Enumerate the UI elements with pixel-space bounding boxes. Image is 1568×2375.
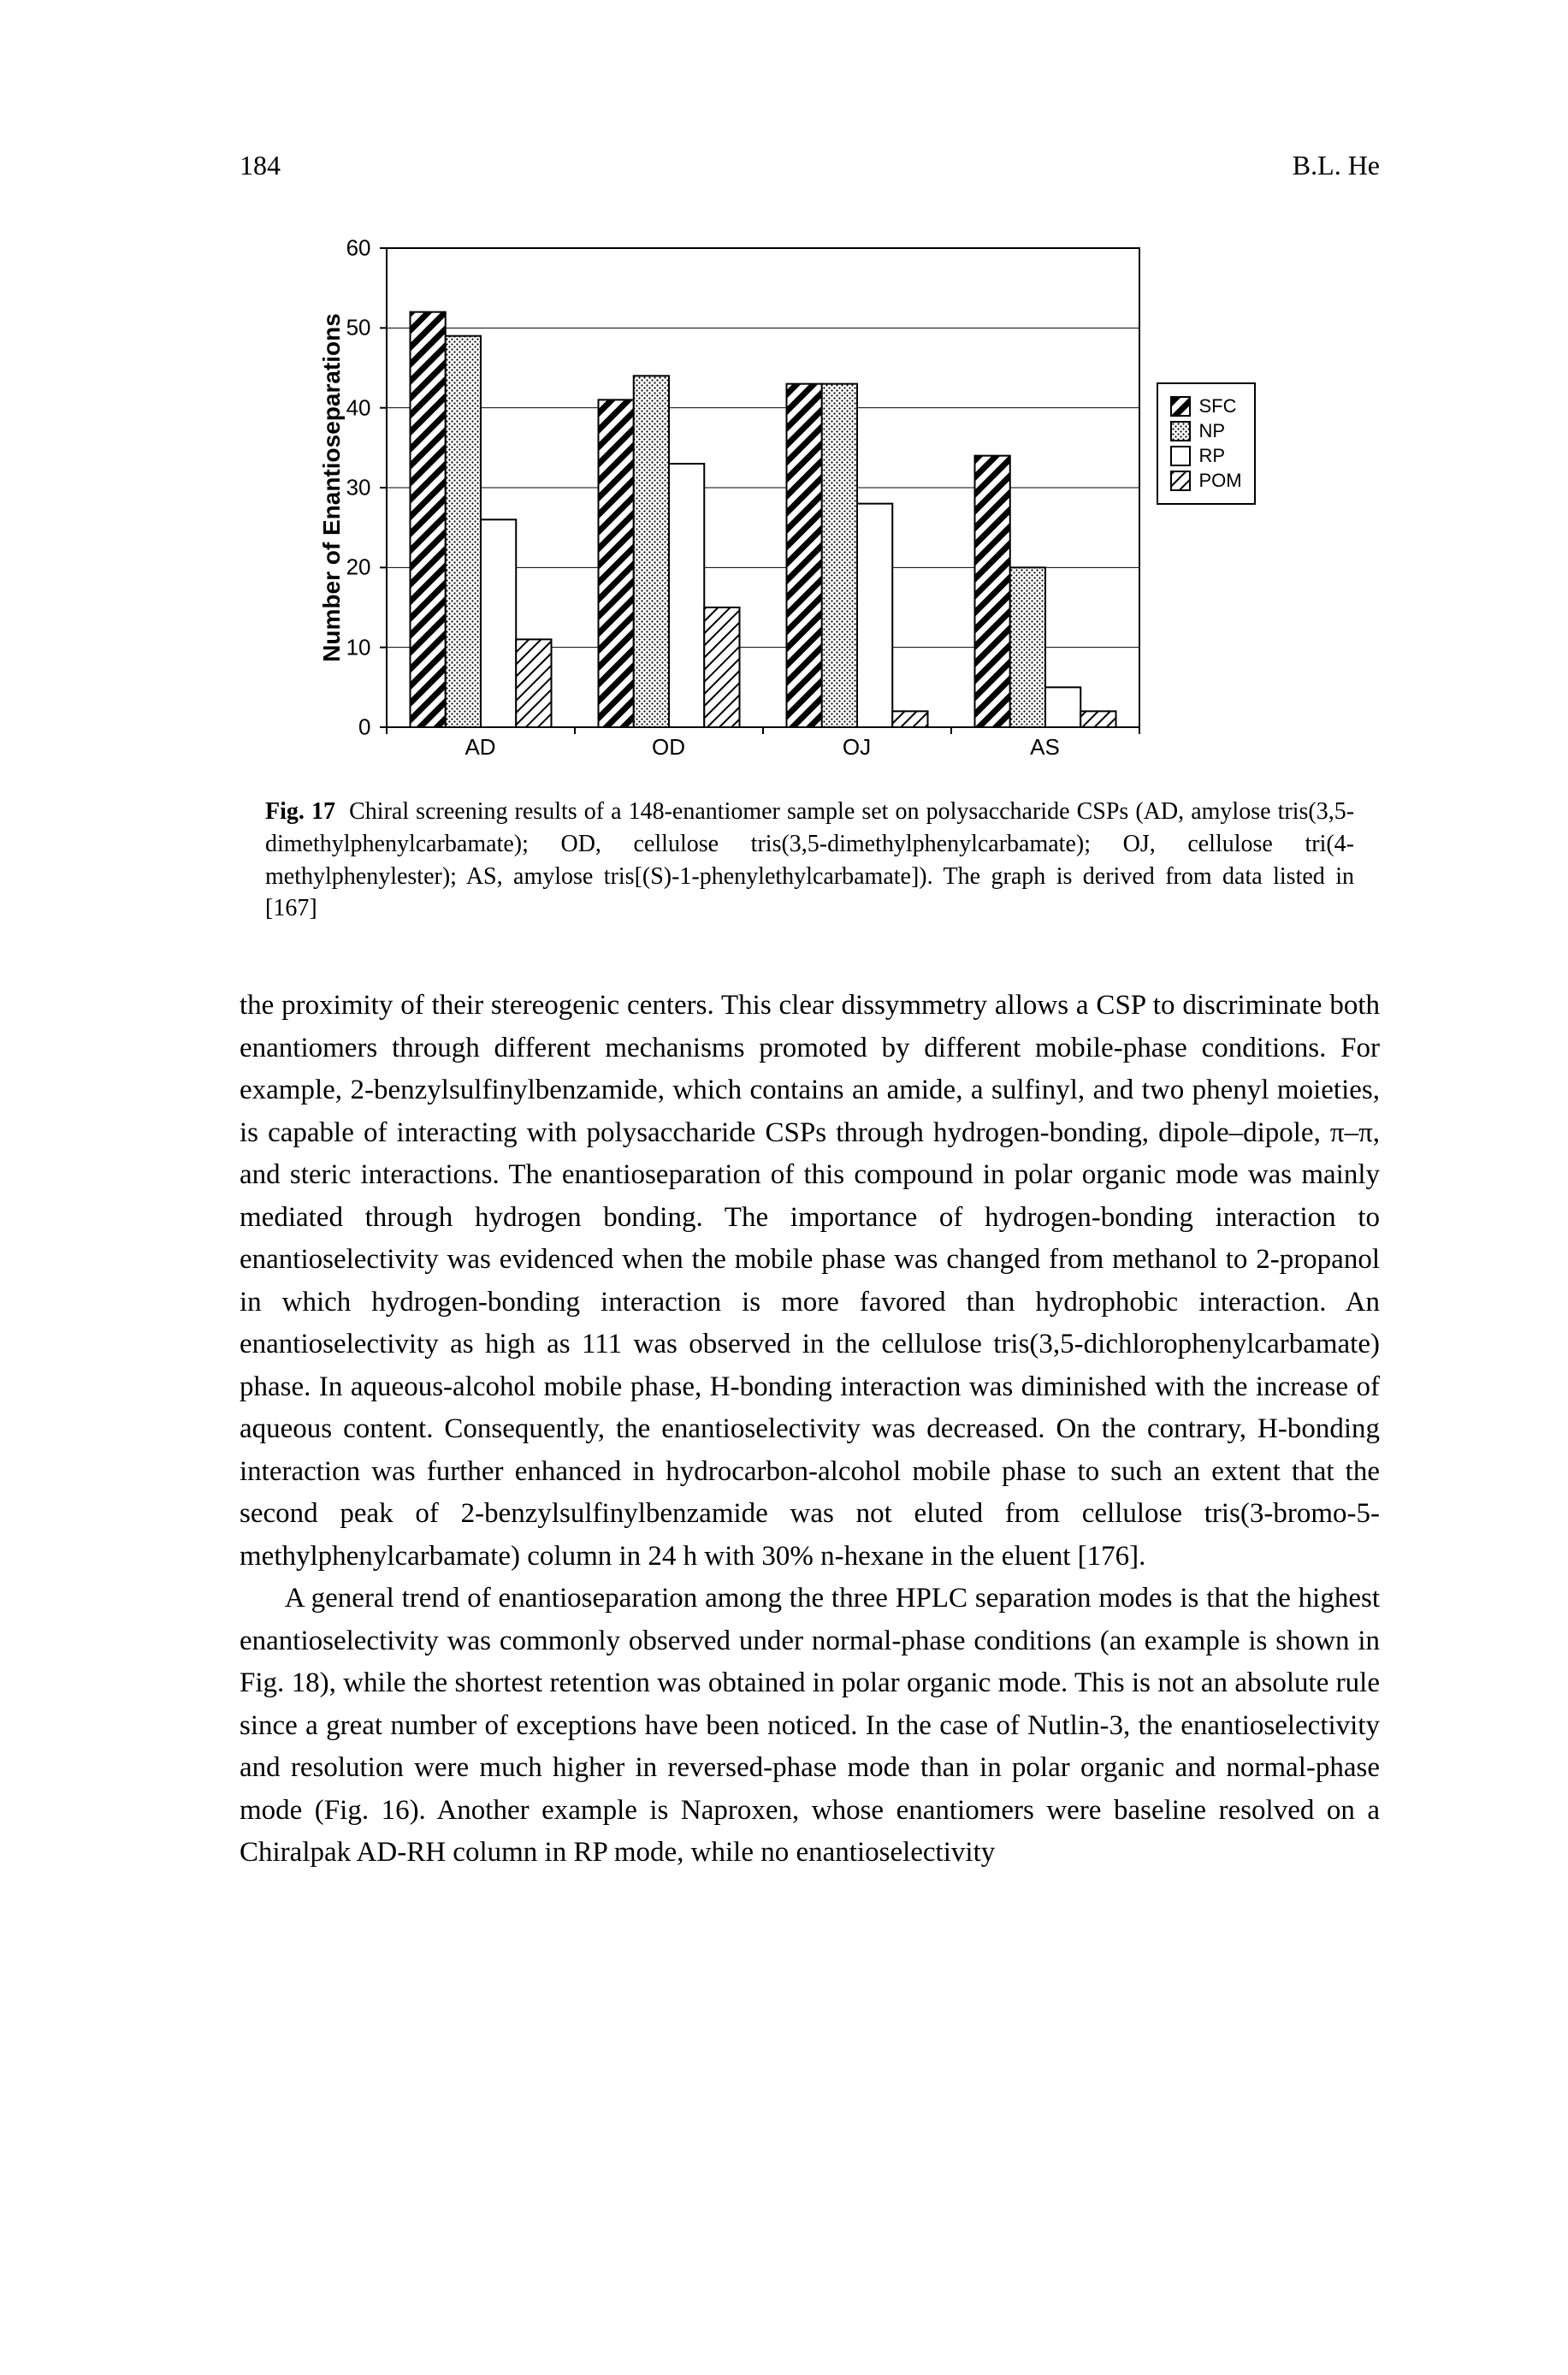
legend-item: SFC (1170, 395, 1242, 418)
y-tick-label: 0 (358, 714, 379, 741)
page-number: 184 (240, 150, 281, 181)
y-tick-label: 40 (346, 394, 380, 421)
y-tick-label: 20 (346, 554, 380, 581)
body-paragraph-2: A general trend of enantioseparation amo… (240, 1578, 1380, 1875)
body-paragraph-1: the proximity of their stereogenic cente… (240, 985, 1380, 1578)
bar (974, 456, 1009, 727)
bar (633, 376, 668, 727)
legend-item: NP (1170, 420, 1242, 442)
figure-caption-lead: Fig. 17 (265, 798, 335, 825)
legend-swatch (1170, 396, 1191, 417)
bar-chart: Number of Enantioseparations SFCNPRPPOM … (327, 240, 1293, 770)
y-axis-label: Number of Enantioseparations (318, 313, 346, 662)
bar (704, 607, 739, 727)
legend-swatch (1170, 421, 1191, 441)
legend-label: POM (1199, 470, 1242, 492)
y-tick-label: 10 (346, 634, 380, 660)
running-head: B.L. He (1293, 150, 1380, 181)
legend-swatch (1170, 471, 1191, 491)
y-tick-label: 60 (346, 235, 380, 262)
bar (892, 711, 927, 727)
bar (786, 384, 821, 727)
legend-item: POM (1170, 470, 1242, 492)
figure-caption: Fig. 17 Chiral screening results of a 14… (265, 796, 1354, 925)
y-tick-label: 50 (346, 315, 380, 341)
x-tick-label: OD (652, 734, 685, 761)
x-tick-label: AD (464, 734, 495, 761)
figure-caption-text: Chiral screening results of a 148-enanti… (265, 798, 1354, 921)
bar (1080, 711, 1115, 727)
bar (1045, 687, 1080, 727)
figure-17: Number of Enantioseparations SFCNPRPPOM … (240, 240, 1380, 770)
bar (481, 519, 516, 727)
bar (669, 464, 704, 727)
x-tick-label: AS (1030, 734, 1060, 761)
legend-label: NP (1199, 420, 1226, 442)
chart-legend: SFCNP RP POM (1157, 382, 1256, 505)
legend-item: RP (1170, 445, 1242, 467)
legend-swatch (1170, 446, 1191, 466)
y-tick-label: 30 (346, 475, 380, 501)
bar (1009, 567, 1044, 727)
bar (516, 639, 551, 727)
bar (445, 336, 480, 727)
bar (598, 400, 633, 727)
legend-label: SFC (1199, 395, 1237, 418)
bar (410, 312, 445, 727)
bar (821, 384, 856, 727)
bar (857, 504, 892, 727)
x-tick-label: OJ (843, 734, 871, 761)
legend-label: RP (1199, 445, 1226, 467)
